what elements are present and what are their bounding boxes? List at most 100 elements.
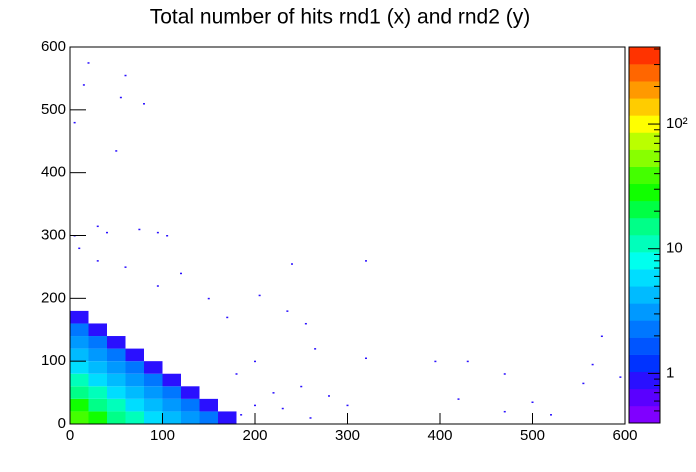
colorbar-band (629, 183, 660, 202)
x-tick-label: 100 (150, 427, 175, 444)
y-tick-label: 0 (58, 415, 66, 432)
y-tick-label: 400 (41, 164, 66, 181)
point (591, 363, 594, 366)
cell (88, 361, 107, 374)
cell (70, 411, 89, 424)
point (365, 357, 367, 360)
colorbar-band (629, 149, 660, 167)
colorbar-band (629, 81, 660, 99)
point (466, 360, 469, 363)
colorbar-band (629, 47, 660, 65)
cell (70, 398, 89, 412)
cell (144, 411, 163, 424)
cell (181, 398, 200, 412)
cell (125, 361, 144, 374)
point (106, 231, 108, 234)
chart-title: Total number of hits rnd1 (x) and rnd2 (… (150, 6, 531, 29)
point (254, 404, 256, 407)
point (309, 417, 312, 419)
cell (162, 411, 181, 424)
point (328, 395, 330, 397)
colorbar-band (629, 405, 660, 424)
cell (88, 373, 107, 387)
colorbar-band (629, 354, 660, 373)
cell (162, 398, 181, 412)
point (143, 103, 145, 105)
cell (70, 348, 89, 362)
cell (88, 411, 107, 424)
colorbar-band (629, 235, 660, 253)
point (180, 272, 182, 275)
point (582, 382, 585, 385)
y-tick-label: 100 (41, 352, 66, 369)
colorbar-band (629, 371, 660, 390)
point (457, 398, 460, 400)
cell (125, 411, 144, 424)
point (600, 335, 603, 338)
cell (88, 323, 107, 337)
point (272, 392, 275, 394)
point (258, 294, 261, 297)
point (304, 322, 307, 325)
cell (125, 386, 144, 399)
colorbar-band (629, 98, 660, 116)
point (96, 225, 99, 228)
cell (181, 411, 200, 424)
colorbar-band (629, 64, 660, 82)
cell (125, 373, 144, 387)
z-tick-label: 10² (666, 115, 688, 132)
point (87, 62, 90, 64)
cell (70, 323, 89, 337)
cell (70, 386, 89, 399)
point (240, 414, 243, 416)
x-tick-label: 600 (612, 427, 637, 444)
cell (107, 411, 126, 424)
x-tick-label: 200 (242, 427, 267, 444)
point (503, 373, 506, 375)
cell (70, 361, 89, 374)
point (281, 407, 284, 410)
colorbar-band (629, 115, 660, 133)
point (434, 360, 437, 363)
point (156, 231, 159, 234)
y-tick-label: 600 (41, 38, 66, 55)
colorbar-band (629, 303, 660, 321)
point (124, 266, 127, 268)
point (531, 401, 534, 404)
cell (107, 336, 126, 349)
cell (162, 373, 181, 387)
cell (88, 348, 107, 362)
x-tick-label: 400 (427, 427, 452, 444)
point (365, 260, 367, 262)
point (115, 150, 118, 152)
point (73, 121, 76, 124)
colorbar-band (629, 320, 660, 338)
cell (218, 411, 237, 424)
colorbar-band (629, 166, 660, 185)
cell (144, 361, 163, 374)
point (119, 96, 122, 99)
x-tick-label: 500 (520, 427, 545, 444)
cell (199, 398, 218, 412)
z-tick-label: 1 (666, 364, 674, 381)
cell (199, 411, 218, 424)
colorbar-band (629, 132, 660, 150)
cell (162, 386, 181, 399)
point (156, 285, 159, 287)
point (503, 410, 506, 413)
colorbar-band (629, 337, 660, 355)
point (96, 260, 99, 262)
colorbar-band (629, 286, 660, 304)
colorbar-band (629, 252, 660, 270)
point (226, 316, 229, 319)
point (124, 74, 127, 77)
point (82, 84, 85, 86)
cell (88, 336, 107, 349)
cell (125, 398, 144, 412)
point (138, 228, 141, 231)
point (346, 404, 349, 407)
cell (107, 373, 126, 387)
x-tick-label: 0 (66, 427, 74, 444)
cell (107, 398, 126, 412)
